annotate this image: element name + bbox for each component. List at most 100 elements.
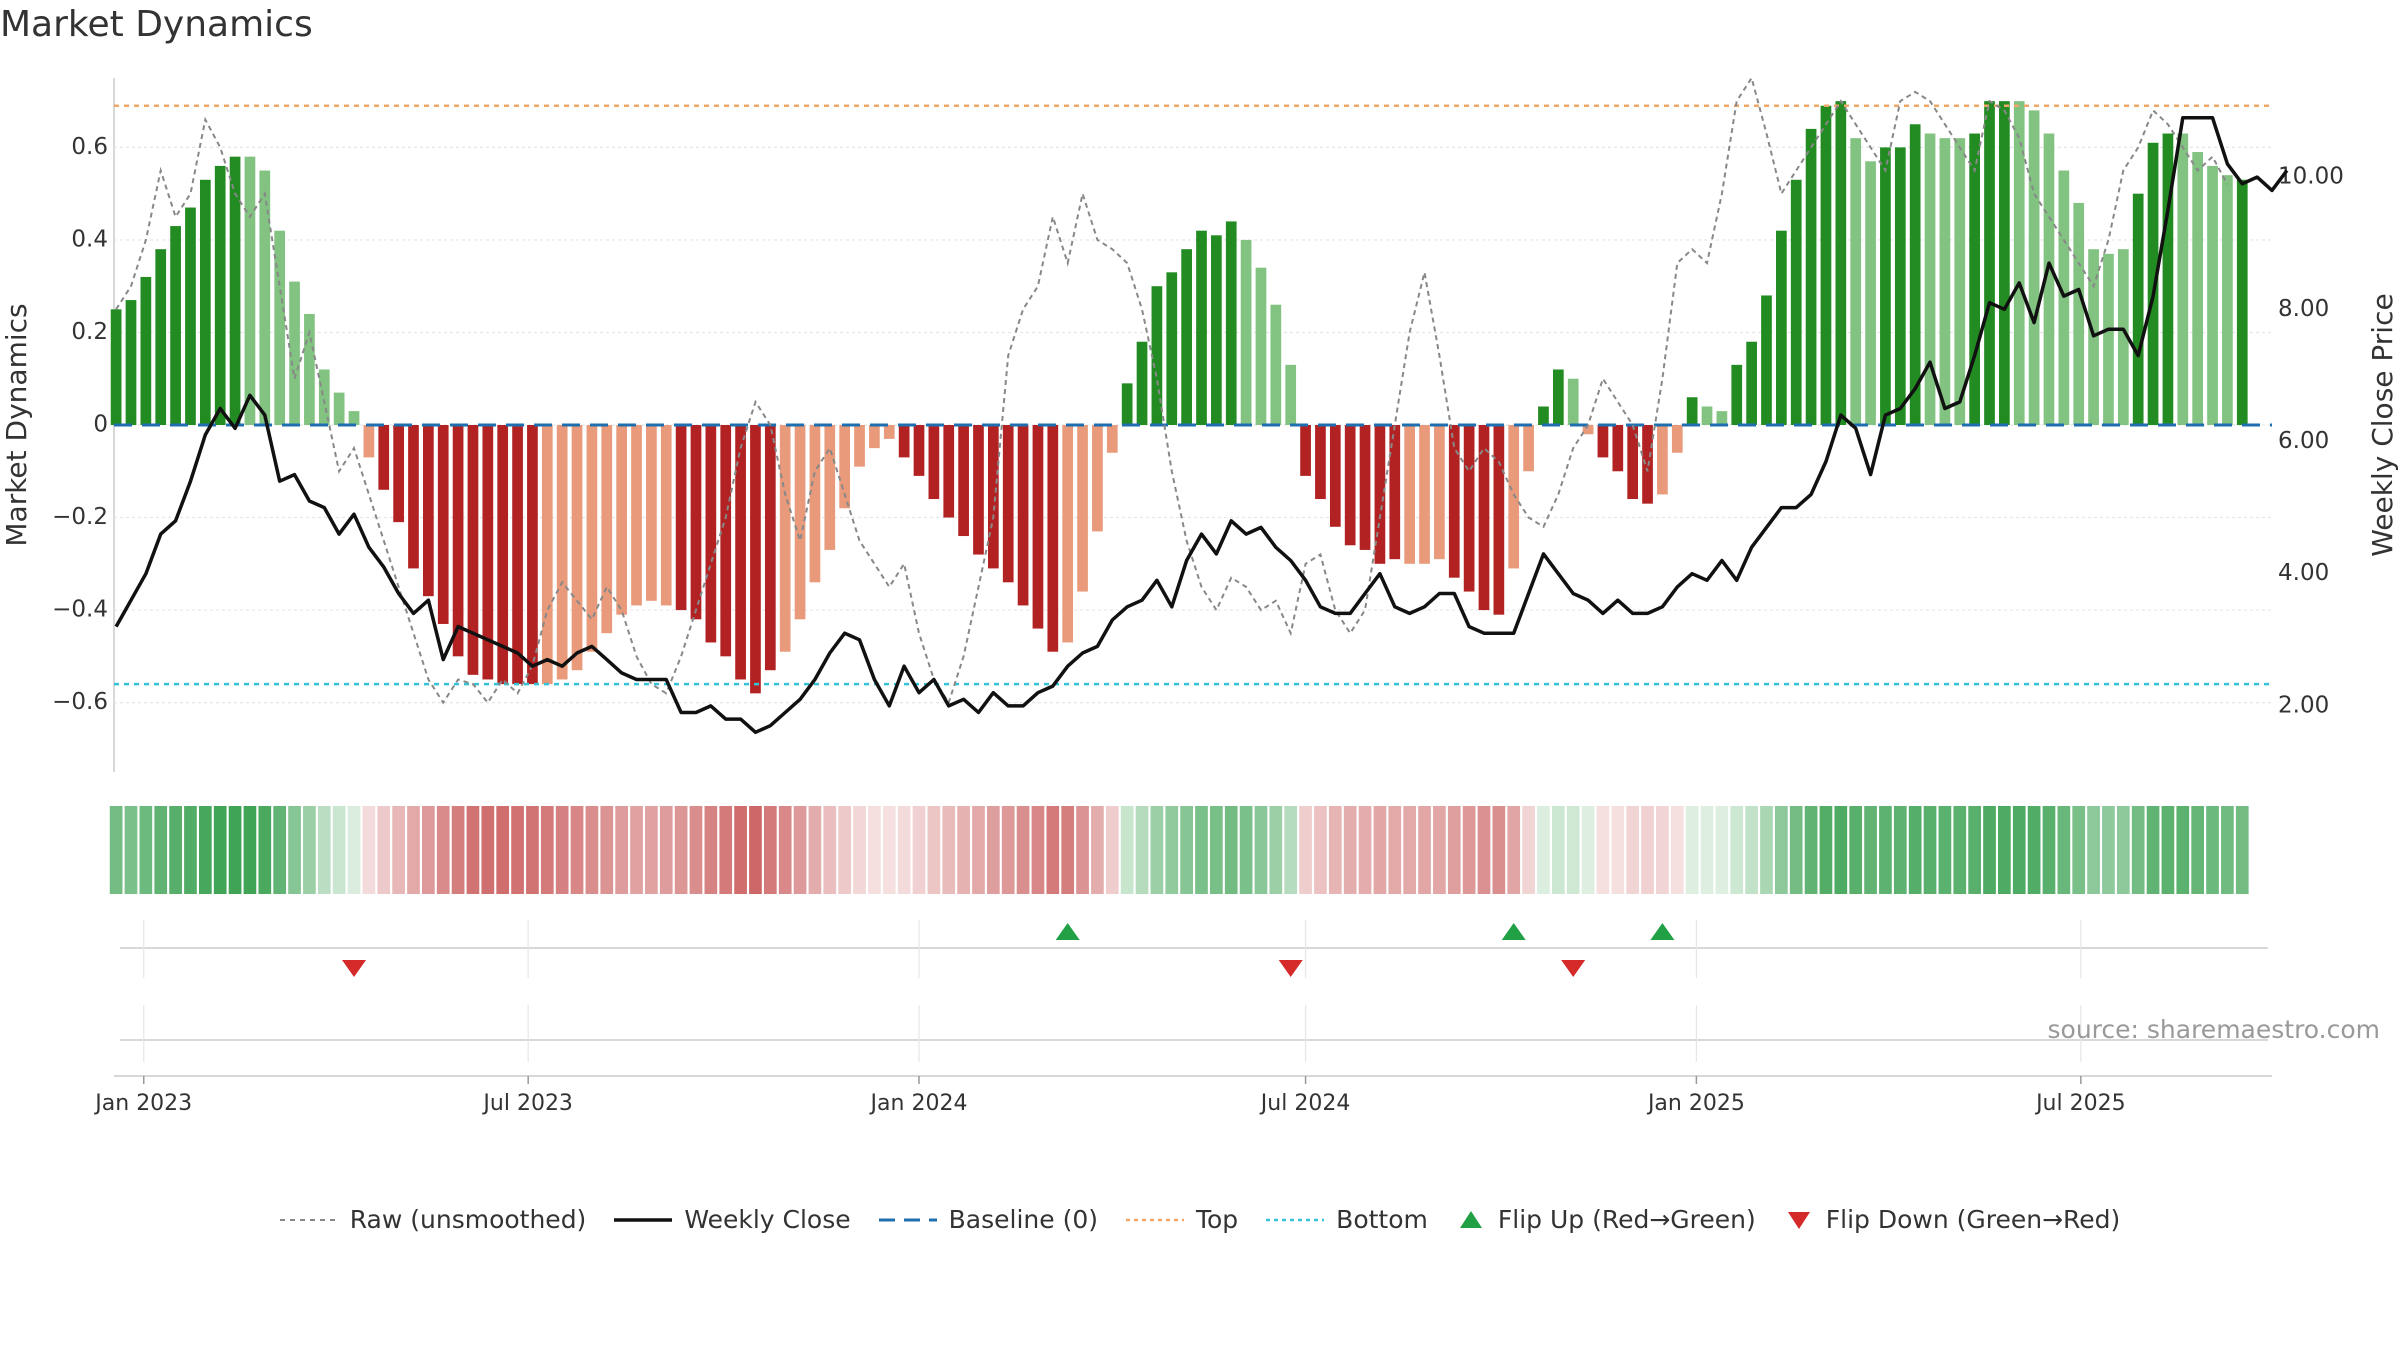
heat-strip-cell	[1477, 806, 1491, 894]
heat-strip-cell	[1388, 806, 1402, 894]
dynamics-bar	[1865, 161, 1876, 425]
heat-strip-cell	[1328, 806, 1342, 894]
heat-strip-cell	[1537, 806, 1550, 894]
heat-strip-cell	[109, 806, 123, 894]
heat-strip-cell	[1566, 806, 1580, 894]
legend-item-flip-down: Flip Down (Green→Red)	[1784, 1205, 2120, 1234]
heat-strip-cell	[897, 806, 911, 894]
dynamics-bar	[1493, 425, 1505, 615]
heat-strip-cell	[184, 806, 197, 894]
heat-strip-cell	[1373, 806, 1387, 894]
heat-strip-cell	[1343, 806, 1357, 894]
dynamics-bar	[1255, 267, 1267, 425]
heat-strip-cell	[1849, 806, 1863, 894]
dynamics-bar	[1746, 341, 1757, 425]
heat-strip-cell	[139, 806, 153, 894]
heat-strip-cell	[362, 806, 376, 894]
dynamics-bar	[1731, 364, 1743, 425]
heat-strip-cell	[1061, 806, 1075, 894]
dynamics-bar	[1419, 425, 1430, 564]
heat-strip-cell	[1611, 806, 1625, 894]
dynamics-bar	[2147, 142, 2159, 426]
dynamics-bar	[1300, 425, 1311, 476]
dynamics-bar	[1092, 425, 1103, 532]
y-tick-label: −0.6	[52, 689, 108, 715]
dynamics-bar	[1106, 425, 1118, 453]
heat-strip-cell	[2176, 806, 2190, 894]
dynamics-bar	[1077, 425, 1088, 592]
dynamics-bar	[452, 425, 464, 657]
heat-strip-cell	[1433, 806, 1446, 894]
dynamics-bar	[1761, 295, 1772, 425]
heat-strip-cell	[466, 806, 480, 894]
heat-strip-cell	[1581, 806, 1595, 894]
heat-strip-cell	[511, 806, 524, 894]
dynamics-bar	[2117, 249, 2129, 425]
heat-strip-cell	[1789, 806, 1803, 894]
dynamics-bar	[1166, 272, 1178, 425]
dynamics-bar	[586, 425, 598, 652]
dynamics-bar	[1211, 235, 1222, 425]
heat-strip-cell	[377, 806, 391, 894]
raw-series-line	[115, 75, 2229, 705]
dynamics-bar	[646, 425, 657, 601]
flip-down-marker	[342, 960, 367, 977]
heat-strip-cell	[169, 806, 182, 894]
dynamics-bar	[571, 425, 583, 671]
dynamics-bar	[467, 425, 479, 675]
heat-strip-cell	[600, 806, 614, 894]
heat-strip-cell	[585, 806, 599, 894]
heat-strip-cell	[1656, 806, 1669, 894]
legend-label-baseline: Baseline (0)	[948, 1205, 1098, 1234]
dynamics-bar	[244, 156, 256, 426]
dynamics-bar	[1329, 425, 1341, 527]
heat-strip-cell	[481, 806, 495, 894]
dynamics-bar	[170, 226, 181, 425]
dynamics-bar	[1017, 425, 1029, 606]
heat-strip-cell	[1626, 806, 1640, 894]
dynamics-bar	[943, 425, 955, 518]
dynamics-bar	[1567, 378, 1579, 425]
dynamics-bar	[185, 207, 196, 425]
x-tick-label: Jul 2023	[481, 1091, 573, 1116]
heat-strip-cell	[1076, 806, 1089, 894]
dynamics-bar	[1850, 138, 1862, 425]
heat-strip-cell	[793, 806, 807, 894]
dynamics-bar	[437, 425, 449, 624]
legend-item-top: Top	[1125, 1205, 1238, 1234]
y-tick-label: 0.6	[71, 134, 108, 160]
dynamics-bar	[973, 425, 984, 555]
heat-strip-cell	[422, 806, 435, 894]
heat-strip-cell	[882, 806, 896, 894]
y2-tick-label: 10.00	[2278, 164, 2344, 190]
dynamics-bar	[2132, 193, 2144, 425]
dynamics-bar	[1939, 138, 1951, 425]
dynamics-bar	[958, 425, 969, 537]
dynamics-bar	[616, 425, 627, 615]
heat-strip-cell	[2161, 806, 2175, 894]
legend-item-bottom: Bottom	[1266, 1205, 1428, 1234]
heat-strip-cell	[1210, 806, 1223, 894]
heat-strip-cell	[228, 806, 242, 894]
dynamics-bar	[794, 425, 806, 620]
heat-strip-cell	[957, 806, 970, 894]
dynamics-bar	[1880, 147, 1891, 425]
heat-strip-cell	[868, 806, 881, 894]
dynamics-bar	[1790, 179, 1802, 425]
dynamics-bar	[1924, 133, 1936, 425]
dynamics-bar	[214, 165, 226, 425]
heat-strip-cell	[303, 806, 316, 894]
heat-strip-cell	[2146, 806, 2160, 894]
flip-down-marker	[1278, 960, 1303, 977]
heat-strip-cell	[912, 806, 926, 894]
dynamics-bar	[1047, 425, 1059, 652]
dynamics-bar	[1434, 425, 1445, 560]
dynamics-bar	[1478, 425, 1490, 611]
heat-strip-cell	[2221, 806, 2234, 894]
heat-strip-cell	[1745, 806, 1758, 894]
heat-strip-cell	[347, 806, 361, 894]
dynamics-bar	[541, 425, 553, 685]
y-tick-label: 0.4	[71, 226, 108, 252]
heat-strip-cell	[436, 806, 450, 894]
